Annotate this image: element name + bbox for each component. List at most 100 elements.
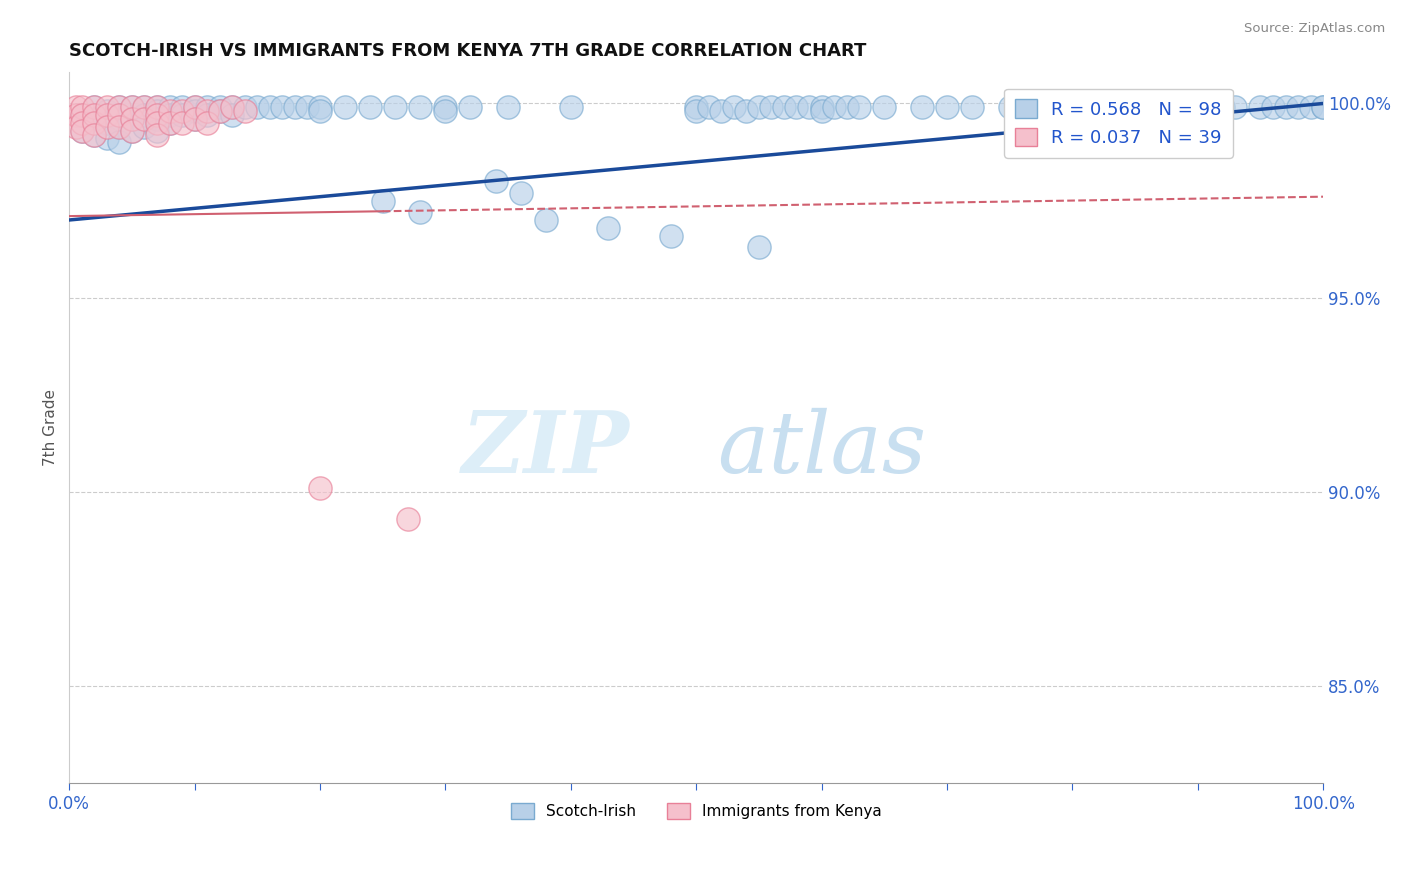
Text: ZIP: ZIP (461, 408, 630, 491)
Point (1225, 100, 1247, 114)
Point (1299, 100, 1322, 114)
Text: atlas: atlas (717, 408, 927, 491)
Point (83, 100, 105, 114)
Point (70, 116, 93, 130)
Point (396, 512, 419, 526)
Point (761, 100, 783, 114)
Point (785, 100, 807, 114)
Point (172, 104, 194, 119)
Point (297, 100, 319, 114)
Point (773, 100, 796, 114)
Point (83, 116, 105, 130)
Point (96, 131, 118, 145)
Point (96, 104, 118, 119)
Point (134, 100, 156, 114)
Point (96, 100, 118, 114)
Text: SCOTCH-IRISH VS IMMIGRANTS FROM KENYA 7TH GRADE CORRELATION CHART: SCOTCH-IRISH VS IMMIGRANTS FROM KENYA 7T… (69, 42, 866, 60)
Point (1062, 100, 1084, 114)
Point (108, 108, 131, 122)
Point (195, 108, 218, 122)
Point (246, 100, 269, 114)
Point (121, 100, 143, 114)
Point (309, 100, 332, 114)
Point (195, 104, 218, 119)
Point (434, 100, 457, 114)
Point (70, 108, 93, 122)
Point (797, 100, 820, 114)
Legend: Scotch-Irish, Immigrants from Kenya: Scotch-Irish, Immigrants from Kenya (505, 797, 887, 825)
Point (121, 112, 143, 126)
Point (83, 128, 105, 142)
Point (121, 123, 143, 137)
Point (1261, 100, 1284, 114)
Point (598, 220, 620, 235)
Point (685, 100, 707, 114)
Point (108, 108, 131, 122)
Point (810, 104, 832, 119)
Point (108, 100, 131, 114)
Point (159, 100, 181, 114)
Point (911, 100, 934, 114)
Point (371, 194, 394, 208)
Point (134, 112, 156, 126)
Point (134, 108, 156, 122)
Point (434, 104, 457, 119)
Point (748, 240, 770, 254)
Point (146, 104, 169, 119)
Point (146, 123, 169, 137)
Point (1123, 100, 1146, 114)
Point (960, 100, 983, 114)
Point (134, 120, 156, 134)
Point (183, 112, 205, 126)
Point (1286, 100, 1309, 114)
Point (108, 100, 131, 114)
Point (284, 100, 307, 114)
Point (710, 104, 733, 119)
Point (384, 100, 406, 114)
Point (998, 100, 1021, 114)
Point (195, 116, 218, 130)
Point (1312, 100, 1334, 114)
Point (108, 120, 131, 134)
Point (83, 112, 105, 126)
Point (685, 104, 707, 119)
Point (208, 104, 231, 119)
Point (83, 100, 105, 114)
Point (159, 104, 181, 119)
Point (70, 123, 93, 137)
Point (183, 104, 205, 119)
Point (509, 186, 531, 200)
Point (96, 120, 118, 134)
Point (723, 100, 745, 114)
Point (134, 100, 156, 114)
Point (309, 104, 332, 119)
Point (936, 100, 959, 114)
Point (1036, 100, 1059, 114)
Point (159, 116, 181, 130)
Point (172, 100, 194, 114)
Point (1199, 100, 1222, 114)
Point (172, 108, 194, 122)
Point (1274, 100, 1296, 114)
Point (83, 108, 105, 122)
Point (1312, 100, 1334, 114)
Point (70, 108, 93, 122)
Point (146, 100, 169, 114)
Point (183, 100, 205, 114)
Point (183, 112, 205, 126)
Point (65, 120, 87, 134)
Point (65, 108, 87, 122)
Point (108, 120, 131, 134)
Point (309, 481, 332, 495)
Point (659, 228, 682, 243)
Point (697, 100, 720, 114)
Point (359, 100, 381, 114)
Point (83, 128, 105, 142)
Point (159, 116, 181, 130)
Point (65, 100, 87, 114)
Point (146, 128, 169, 142)
Point (409, 205, 432, 219)
Point (835, 100, 858, 114)
Point (496, 100, 519, 114)
Point (70, 100, 93, 114)
